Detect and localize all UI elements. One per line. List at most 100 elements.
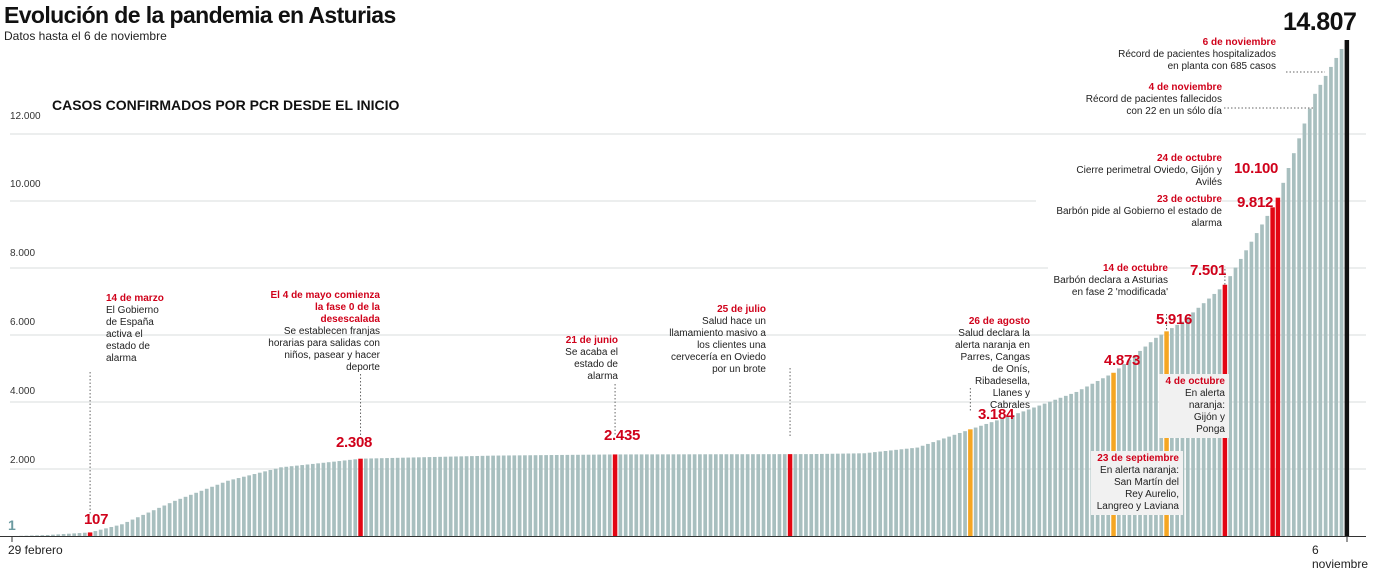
chart-title: Evolución de la pandemia en Asturias <box>4 2 396 28</box>
bar <box>379 458 384 536</box>
bar <box>947 436 951 536</box>
bar <box>671 454 676 536</box>
bar <box>984 423 989 536</box>
bar <box>226 480 230 536</box>
bar <box>406 457 411 536</box>
y-tick-label: 4.000 <box>10 386 36 397</box>
value-label: 4.873 <box>1104 352 1141 369</box>
bar <box>363 458 368 536</box>
bar <box>35 535 39 536</box>
bar <box>130 519 135 536</box>
bar <box>544 455 548 536</box>
bar <box>231 479 236 536</box>
bar <box>326 462 331 536</box>
bar <box>135 517 140 536</box>
bar <box>1048 401 1052 536</box>
bar <box>772 454 776 536</box>
bar <box>761 454 766 536</box>
x-start-label: 29 febrero <box>8 543 63 557</box>
bar <box>427 457 432 536</box>
bar <box>857 453 861 536</box>
bar <box>931 442 936 536</box>
bar <box>1344 40 1350 536</box>
value-label: 7.501 <box>1190 262 1227 279</box>
annotation-6-noviembre: 6 de noviembre Récord de pacientes hospit… <box>1114 37 1276 73</box>
bar <box>1000 418 1005 536</box>
bar <box>77 533 82 536</box>
bar <box>289 466 294 536</box>
y-tick-label: 8.000 <box>10 248 36 259</box>
bar <box>120 524 124 536</box>
bar <box>390 457 395 536</box>
bar <box>454 456 458 536</box>
value-label: 1 <box>8 517 16 533</box>
bar <box>146 512 151 536</box>
bar <box>417 457 421 536</box>
bar <box>56 534 61 536</box>
bar <box>756 454 761 536</box>
bar <box>867 452 872 536</box>
value-label: 107 <box>84 511 109 528</box>
bar <box>735 454 739 536</box>
annotation-26-agosto: 26 de agosto Salud declara la alerta nara… <box>954 316 1030 411</box>
bar <box>989 422 994 536</box>
bar <box>841 453 845 536</box>
bar <box>263 471 267 536</box>
bar <box>936 440 941 536</box>
bar <box>793 454 798 536</box>
bar <box>204 488 209 536</box>
bar <box>523 455 527 536</box>
bar <box>634 454 639 536</box>
annotation-14-octubre: 14 de octubre Barbón declara a Asturias e… <box>1048 263 1168 299</box>
bar <box>475 455 480 536</box>
bar <box>300 465 305 536</box>
bar <box>1302 123 1307 536</box>
bar <box>570 454 575 536</box>
bar <box>639 454 644 536</box>
bar <box>337 461 342 536</box>
bar <box>485 455 490 536</box>
x-axis <box>0 536 1366 542</box>
bar <box>1265 215 1270 536</box>
bar <box>1026 409 1031 536</box>
bar <box>220 482 225 536</box>
bar <box>846 453 851 536</box>
bar <box>698 454 702 536</box>
bar <box>295 465 299 536</box>
bar <box>777 454 782 536</box>
bar <box>1148 342 1153 536</box>
bar <box>676 454 681 536</box>
bar <box>1318 84 1323 537</box>
x-end-label: 6 noviembre <box>1312 543 1369 571</box>
bar <box>167 503 172 536</box>
bar <box>915 447 920 536</box>
bar <box>491 455 495 536</box>
bar <box>623 454 628 536</box>
bar <box>798 454 803 536</box>
bar <box>51 534 55 536</box>
bar <box>586 454 591 536</box>
bar <box>1079 389 1084 536</box>
bar <box>666 454 670 536</box>
bar <box>1010 414 1015 536</box>
annotation-14-marzo: 14 de marzo El Gobierno de España activa … <box>106 293 164 364</box>
bar <box>941 438 946 536</box>
bar <box>782 454 787 536</box>
bar <box>1233 267 1238 536</box>
bar <box>268 470 273 536</box>
bar <box>87 532 93 536</box>
bar <box>72 533 77 536</box>
bar <box>533 455 538 536</box>
value-label: 3.184 <box>978 406 1015 423</box>
bar <box>538 455 543 536</box>
bar <box>713 454 718 536</box>
bar <box>464 456 469 536</box>
bar <box>1297 138 1301 536</box>
bar <box>740 454 745 536</box>
annotation-25-julio: 25 de julio Salud hace un llamamiento mas… <box>669 304 766 375</box>
bar <box>401 457 405 536</box>
bar <box>188 494 193 536</box>
bar <box>851 453 856 536</box>
bar <box>61 534 66 536</box>
bar <box>183 496 188 536</box>
